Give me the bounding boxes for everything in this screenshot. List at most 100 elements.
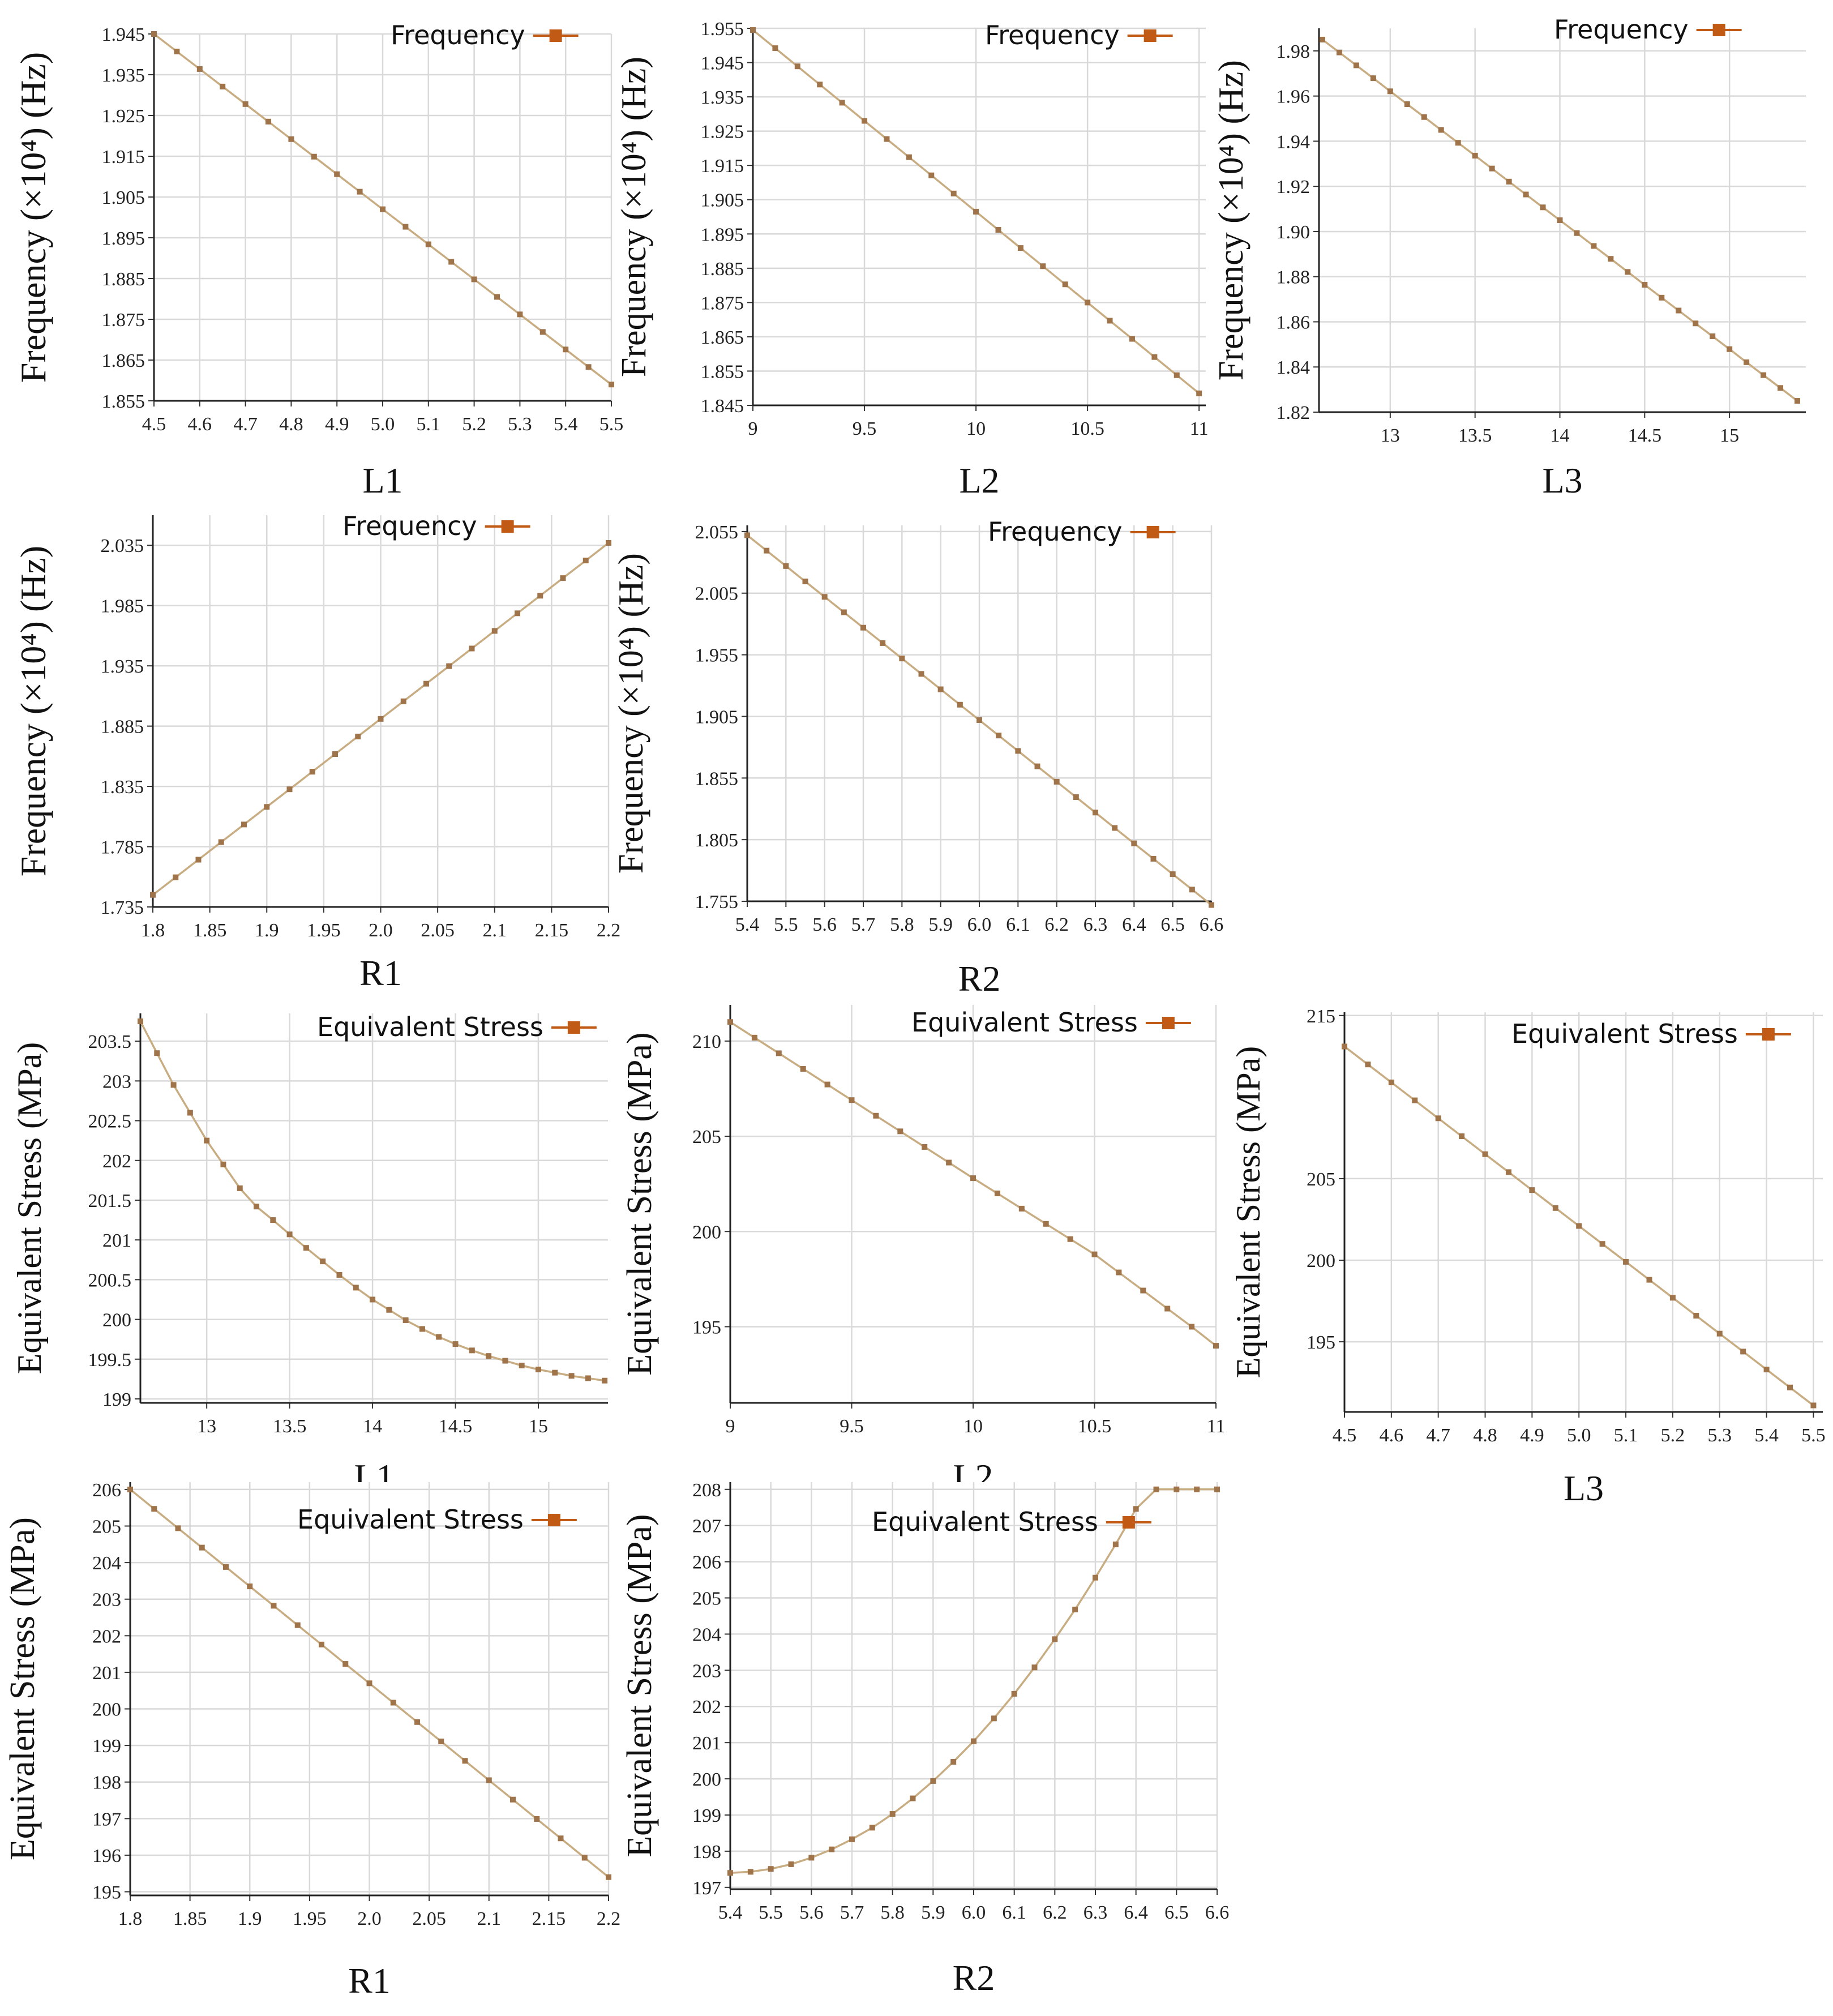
data-point (583, 558, 589, 564)
data-point (1557, 217, 1563, 223)
y-tick-label: 204 (92, 1553, 121, 1574)
x-tick-label: 15 (1720, 425, 1739, 446)
data-point (1091, 1251, 1098, 1257)
data-point (1574, 230, 1580, 236)
x-tick-label: 2.15 (535, 920, 569, 941)
y-tick-label: 201 (92, 1663, 121, 1684)
data-point (402, 224, 409, 230)
data-point (991, 1715, 997, 1722)
data-point (138, 1018, 143, 1025)
y-tick-label: 1.88 (1277, 267, 1310, 288)
x-tick-label: 6.5 (1164, 1902, 1189, 1923)
data-point (237, 1185, 243, 1191)
data-point (1153, 1486, 1159, 1492)
x-tick-label: 9 (748, 418, 758, 439)
y-tick-label: 1.945 (701, 53, 744, 74)
x-tick-label: 5.1 (417, 414, 441, 435)
data-point (1529, 1187, 1535, 1193)
data-point (519, 1363, 525, 1369)
legend-label: Frequency (1554, 14, 1689, 45)
legend-label: Frequency (391, 20, 525, 50)
y-tick-label: 206 (692, 1552, 721, 1573)
x-tick-label: 5.5 (759, 1902, 783, 1923)
data-point (1052, 1636, 1058, 1642)
chart-panel-stress-L3: 4.5 4.6 4.7 4.8 4.9 5.0 5.1 5.2 5.3 5.4 5.5 195 200 2… (1230, 1006, 1826, 1508)
y-tick-label: 210 (692, 1031, 721, 1052)
data-point (788, 1861, 794, 1867)
data-point (494, 294, 500, 300)
data-point (1625, 269, 1631, 275)
data-point (288, 136, 294, 142)
data-point (1778, 385, 1784, 391)
data-point (1552, 1205, 1558, 1211)
y-tick-label: 1.935 (101, 656, 144, 677)
data-point (1676, 307, 1682, 314)
x-tick-label: 11 (1190, 418, 1209, 439)
x-tick-label: 1.85 (193, 920, 227, 941)
data-point (1062, 281, 1068, 288)
data-point (1112, 825, 1118, 831)
data-point (1591, 243, 1597, 249)
data-point (270, 1217, 276, 1223)
y-tick-label: 1.905 (695, 707, 739, 727)
data-point (1693, 320, 1699, 327)
data-point (1319, 36, 1325, 42)
data-point (154, 1050, 160, 1056)
y-tick-label: 195 (1307, 1332, 1335, 1353)
data-point (1336, 49, 1342, 55)
data-point (247, 1583, 253, 1590)
data-point (1174, 372, 1180, 378)
data-point (996, 733, 1002, 739)
data-point (196, 66, 203, 72)
x-tick-label: 13.5 (1458, 425, 1492, 446)
data-point (563, 346, 569, 353)
data-point (552, 1369, 558, 1376)
data-point (510, 1796, 516, 1803)
data-point (824, 1081, 830, 1088)
data-point (727, 1019, 733, 1025)
data-point (862, 118, 868, 124)
data-point (1140, 1287, 1146, 1294)
data-point (1659, 294, 1665, 301)
legend-label: Equivalent Stress (1511, 1018, 1738, 1049)
data-point (1017, 245, 1023, 251)
data-point (873, 1112, 879, 1119)
data-point (187, 1110, 193, 1116)
data-point (751, 1034, 757, 1041)
data-point (400, 698, 406, 704)
chart-panel-freq-R2: 5.4 5.5 5.6 5.7 5.8 5.9 6.0 6.1 6.2 6.3 6.4 6.5 6.6 1… (612, 516, 1223, 999)
y-axis-title: Frequency (×10⁴) (Hz) (615, 57, 653, 377)
y-tick-label: 1.895 (701, 224, 744, 245)
data-point (1131, 840, 1137, 846)
x-tick-label: 6.3 (1083, 914, 1108, 935)
x-tick-label: 5.9 (921, 1902, 945, 1923)
legend-marker-icon (567, 1021, 580, 1034)
data-point (1744, 359, 1750, 365)
data-point (1412, 1097, 1418, 1103)
y-tick-label: 1.96 (1277, 87, 1310, 108)
x-tick-label: 6.3 (1083, 1902, 1108, 1923)
data-point (957, 701, 963, 708)
data-point (175, 1525, 181, 1531)
y-tick-label: 1.905 (701, 190, 744, 211)
data-point (515, 610, 520, 617)
y-tick-label: 205 (92, 1517, 121, 1538)
y-tick-label: 205 (692, 1127, 721, 1148)
data-point (772, 45, 778, 52)
data-point (174, 48, 180, 54)
data-point (1072, 1606, 1078, 1612)
x-tick-label: 4.7 (1426, 1425, 1450, 1446)
data-point (1053, 778, 1060, 785)
data-point (1710, 333, 1716, 339)
plot-area (1344, 1012, 1823, 1412)
x-tick-label: 4.6 (188, 414, 212, 435)
x-tick-label: 6.5 (1160, 914, 1185, 935)
data-point (1151, 354, 1158, 360)
y-tick-label: 1.845 (701, 396, 744, 417)
x-tick-label: 4.7 (233, 414, 258, 435)
y-tick-label: 1.785 (101, 837, 144, 858)
x-tick-label: 2.1 (477, 1908, 502, 1929)
x-tick-label: 1.95 (307, 920, 341, 941)
data-point (1174, 1486, 1180, 1492)
data-point (568, 1373, 575, 1379)
